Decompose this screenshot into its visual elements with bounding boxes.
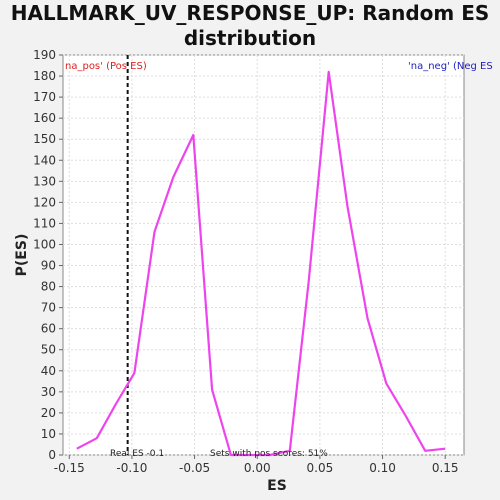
sets-pos-scores-label: Sets with pos scores: 51% [210,449,328,459]
y-tick-label: 180 [33,69,56,83]
y-tick-label: 100 [33,237,56,251]
x-tick-label: 0.05 [307,461,334,475]
y-tick-label: 80 [41,280,56,294]
y-tick-label: 150 [33,132,56,146]
y-tick-label: 60 [41,322,56,336]
plot-area [62,54,465,456]
y-tick-label: 0 [48,448,56,462]
series-layer [76,70,446,457]
y-tick-label: 40 [41,364,56,378]
y-tick-label: 170 [33,90,56,104]
y-tick-label: 20 [41,406,56,420]
x-tick-label: 0.10 [369,461,396,475]
x-tick-label: -0.05 [179,461,210,475]
y-tick-label: 30 [41,385,56,399]
x-tick-label: 0.00 [244,461,271,475]
y-tick-label: 130 [33,174,56,188]
y-tick-label: 190 [33,48,56,62]
pos-es-label: na_pos' (Pos ES) [65,61,147,72]
y-tick-label: 50 [41,343,56,357]
annotations: na_pos' (Pos ES) 'na_neg' (Neg ES Real E… [65,61,493,459]
y-tick-label: 160 [33,111,56,125]
y-tick-label: 90 [41,259,56,273]
real-es-label: Real ES -0.1 [110,449,164,459]
x-axis-label: ES [267,478,287,494]
y-tick-label: 70 [41,301,56,315]
x-axis-ticks: -0.15 -0.10 -0.05 0.00 0.05 0.10 0.15 [54,455,459,475]
y-tick-label: 140 [33,153,56,167]
y-axis-label: P(ES) [14,234,30,277]
grid-lines [63,54,464,456]
y-tick-label: 110 [33,216,56,230]
y-axis-ticks: 0 10 20 30 40 50 60 70 80 90 100 110 120 130 140 150 160… [33,48,63,462]
x-tick-label: -0.10 [116,461,147,475]
y-tick-label: 120 [33,195,56,209]
x-tick-label: -0.15 [54,461,85,475]
es-distribution-line [76,70,446,457]
chart-title-line-1: HALLMARK_UV_RESPONSE_UP: Random ES [10,1,490,25]
x-tick-label: 0.15 [432,461,459,475]
y-tick-label: 10 [41,427,56,441]
chart-title: HALLMARK_UV_RESPONSE_UP: Random ES distr… [0,1,500,51]
neg-es-label: 'na_neg' (Neg ES [408,61,493,72]
chart-title-line-2: distribution [183,26,317,50]
